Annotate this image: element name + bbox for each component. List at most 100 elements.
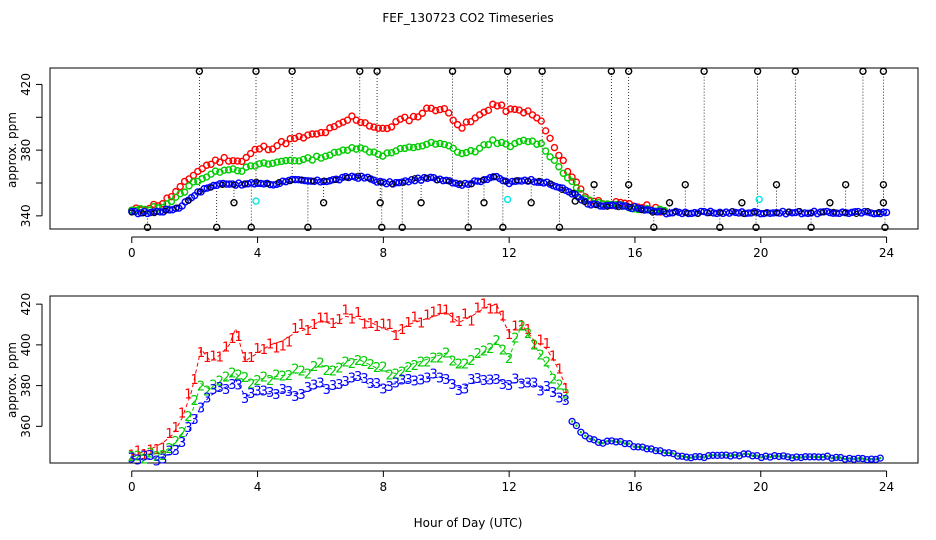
data-point (751, 209, 758, 216)
bottom-plot-frame (49, 295, 919, 464)
series-marker-label: 2 (178, 426, 186, 441)
data-point (357, 118, 365, 127)
series-marker-label: 1 (360, 317, 368, 332)
series-marker-label: 2 (442, 347, 450, 362)
series-marker-label: 3 (423, 371, 431, 386)
series-marker-label: 3 (184, 421, 192, 436)
data-point (414, 143, 422, 151)
data-point (317, 154, 325, 162)
series-marker-label: 2 (549, 372, 557, 387)
data-point (304, 131, 312, 139)
data-point (660, 208, 667, 215)
data-point (246, 162, 255, 170)
data-point (755, 195, 763, 204)
data-point (511, 139, 519, 148)
series-marker-label: 2 (146, 446, 154, 461)
data-point-core (597, 441, 600, 444)
data-point (484, 106, 493, 115)
y-tick-label: 420 (19, 293, 33, 316)
data-point (365, 122, 374, 130)
data-point (499, 176, 507, 185)
series-marker-label: 3 (216, 381, 224, 396)
data-point (555, 151, 563, 160)
x-tick-label: 16 (627, 480, 642, 494)
data-point-core (830, 457, 834, 460)
x-axis-label: Hour of Day (UTC) (414, 516, 523, 530)
series-marker-label: 3 (272, 388, 280, 403)
data-point (151, 210, 158, 217)
data-point (373, 67, 381, 75)
y-tick-label: 380 (19, 139, 33, 162)
series-marker-label: 1 (209, 349, 217, 364)
series-marker-label: 1 (266, 337, 274, 352)
series-marker-label: 1 (373, 320, 381, 335)
data-point (405, 143, 413, 151)
data-point-core (720, 454, 723, 457)
x-tick-label: 12 (502, 480, 517, 494)
data-point (513, 177, 520, 184)
data-point-core (636, 445, 640, 449)
data-point (830, 208, 837, 215)
series-marker-label: 1 (518, 319, 526, 334)
data-point (841, 180, 850, 189)
data-point (431, 106, 440, 115)
series-marker-label: 1 (467, 315, 475, 330)
data-point (841, 455, 849, 463)
data-point-core (694, 455, 697, 458)
data-point-core (579, 431, 583, 434)
data-point (559, 156, 567, 165)
series-marker-label: 2 (486, 342, 494, 357)
data-point (317, 128, 325, 137)
series-marker-label: 1 (404, 316, 412, 331)
series-marker-label: 2 (209, 379, 217, 394)
data-point (581, 199, 588, 206)
series-marker-label: 3 (404, 373, 412, 388)
data-point (515, 137, 523, 146)
series-marker-label: 1 (486, 302, 494, 317)
data-point (858, 454, 867, 463)
y-tick-label: 360 (19, 415, 33, 438)
series-marker-label: 1 (159, 441, 167, 456)
data-point (502, 178, 509, 185)
data-point (511, 105, 519, 114)
data-point (503, 67, 512, 75)
top-y-axis-label: approx. ppm (5, 112, 19, 188)
series-marker-label: 2 (279, 369, 287, 384)
data-point (468, 181, 475, 188)
data-point (224, 157, 233, 165)
series-marker-label: 2 (153, 450, 161, 465)
data-point (440, 104, 449, 113)
data-point (242, 163, 250, 171)
series-marker-label: 3 (203, 392, 211, 407)
data-point (396, 144, 405, 153)
data-point (541, 147, 550, 155)
data-point (845, 454, 854, 463)
series-marker-label: 2 (562, 387, 570, 402)
data-point (810, 453, 818, 461)
data-point (321, 128, 330, 137)
data-point (332, 176, 339, 183)
series-marker-label: 2 (423, 355, 431, 370)
series-marker-label: 3 (474, 372, 482, 387)
data-point (550, 143, 559, 152)
data-point (678, 452, 686, 460)
data-point-core (751, 454, 754, 458)
data-point-core (746, 452, 750, 456)
data-point-core (601, 442, 605, 445)
data-point (423, 140, 431, 148)
data-point (624, 180, 633, 189)
data-point (366, 175, 373, 182)
data-point (174, 204, 181, 211)
data-point (376, 199, 384, 207)
series-marker-label: 3 (191, 413, 199, 428)
data-point (453, 120, 462, 129)
series-marker-label: 2 (285, 369, 293, 384)
series-marker-label: 3 (348, 371, 356, 386)
data-point-core (584, 434, 587, 438)
data-point (706, 210, 713, 217)
series-marker-label: 1 (455, 315, 463, 330)
data-point (683, 210, 690, 217)
data-point (879, 208, 888, 216)
data-point-core (861, 457, 864, 460)
data-point (343, 174, 350, 181)
